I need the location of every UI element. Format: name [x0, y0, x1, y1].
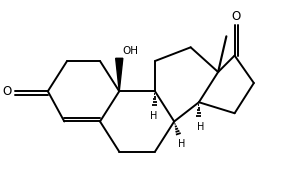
- Text: H: H: [197, 122, 204, 132]
- Text: O: O: [2, 85, 12, 98]
- Polygon shape: [116, 58, 123, 91]
- Text: O: O: [231, 10, 241, 23]
- Text: OH: OH: [123, 45, 138, 55]
- Text: H: H: [178, 139, 185, 149]
- Text: H: H: [150, 111, 157, 121]
